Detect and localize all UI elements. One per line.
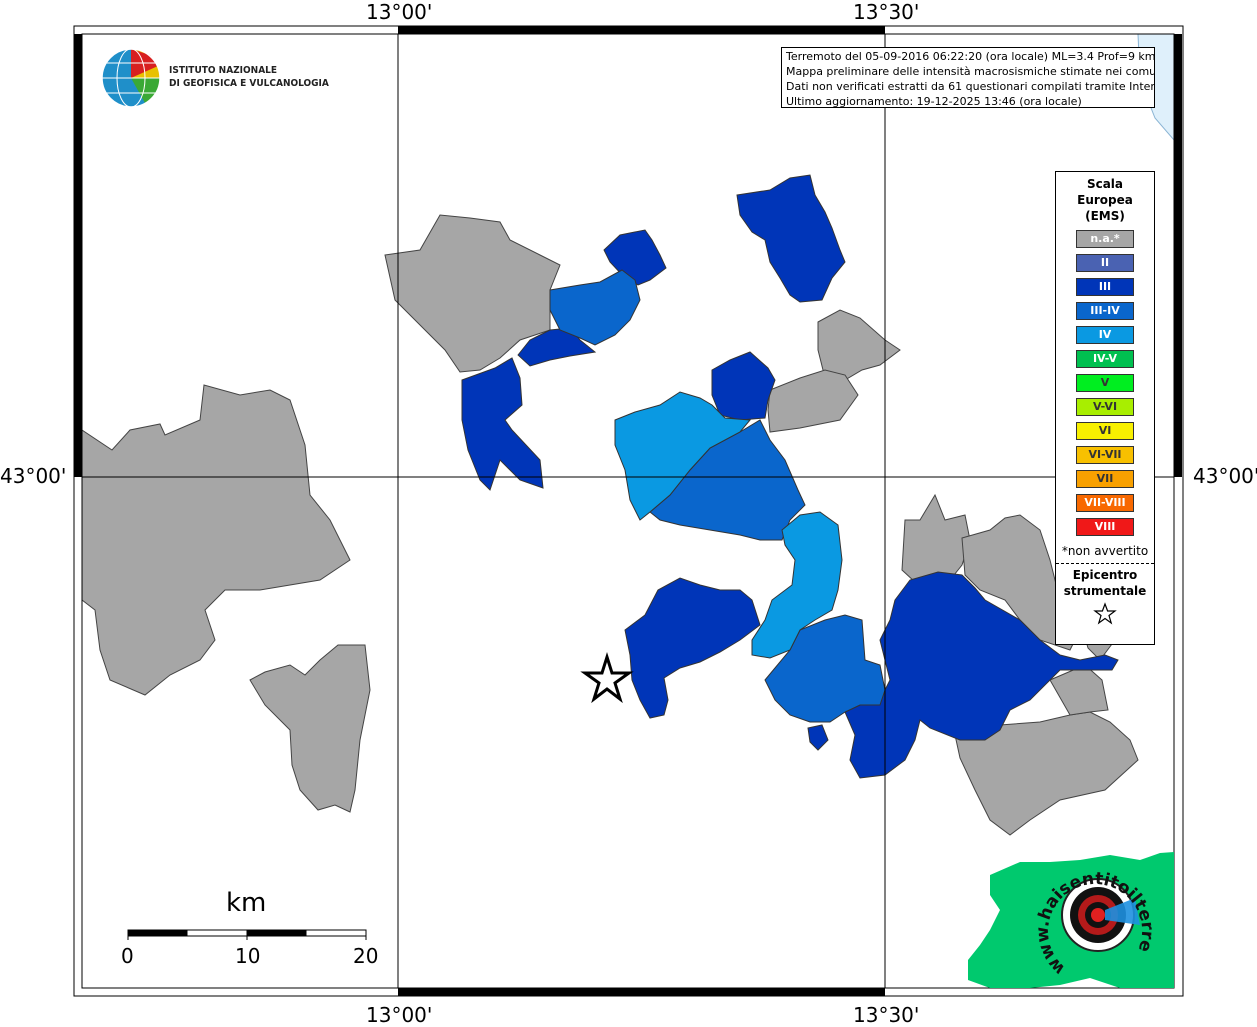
intensity-iv-areas <box>614 391 843 659</box>
legend-item-5: IV-V <box>1076 350 1134 368</box>
legend-item-2: III <box>1076 278 1134 296</box>
legend-star-icon <box>1093 602 1117 625</box>
legend-title-line-1: Scala <box>1086 177 1124 191</box>
legend-item-9: VI-VII <box>1076 446 1134 464</box>
legend-epicenter-line-1: Epicentro <box>1072 568 1138 582</box>
ingv-logo-text: ISTITUTO NAZIONALE DI GEOFISICA E VULCAN… <box>169 64 329 90</box>
event-info-box: Terremoto del 05-09-2016 06:22:20 (ora l… <box>781 47 1155 108</box>
legend-title: Scala Europea (EMS) <box>1056 176 1154 224</box>
not-felt-areas <box>82 214 1139 836</box>
logo-line-2: DI GEOFISICA E VULCANOLOGIA <box>169 78 329 89</box>
bottom-longitude-label-1: 13°00' <box>366 1003 433 1027</box>
legend-item-6: V <box>1076 374 1134 392</box>
legend-item-12: VIII <box>1076 518 1134 536</box>
legend-item-8: VI <box>1076 422 1134 440</box>
legend-note: *non avvertito <box>1061 544 1149 558</box>
legend-items: n.a.* II III III-IV IV IV-V V V-VI VI VI-VII VII VI… <box>1056 230 1154 536</box>
legend-epicenter-label: Epicentro strumentale <box>1056 567 1154 599</box>
legend-item-11: VII-VIII <box>1076 494 1134 512</box>
info-line-3: Dati non verificati estratti da 61 quest… <box>786 80 1155 93</box>
left-latitude-label: 43°00' <box>0 464 67 488</box>
info-line-2: Mappa preliminare delle intensità macros… <box>786 65 1155 78</box>
legend-item-4: IV <box>1076 326 1134 344</box>
legend-epicenter-line-2: strumentale <box>1063 584 1147 598</box>
legend-item-0: n.a.* <box>1076 230 1134 248</box>
ems-legend: Scala Europea (EMS) n.a.* II III III-IV IV IV… <box>1055 171 1155 645</box>
scale-unit-label: km <box>226 888 267 918</box>
scale-tick-10: 10 <box>235 944 261 968</box>
bottom-longitude-label-2: 13°30' <box>853 1003 920 1027</box>
intensity-iii-areas <box>461 174 1119 779</box>
map-frame <box>73 25 1184 997</box>
epicenter-star-icon <box>580 651 634 704</box>
legend-divider <box>1056 563 1154 564</box>
legend-item-3: III-IV <box>1076 302 1134 320</box>
right-latitude-label: 43°00' <box>1193 464 1257 488</box>
legend-title-line-3: (EMS) <box>1085 209 1125 223</box>
legend-title-line-2: Europea <box>1077 193 1133 207</box>
ingv-globe-icon <box>101 48 161 108</box>
legend-item-7: V-VI <box>1076 398 1134 416</box>
scale-bar <box>127 929 367 940</box>
info-line-4: Ultimo aggiornamento: 19-12-2025 13:46 (… <box>786 95 1082 108</box>
info-line-1: Terremoto del 05-09-2016 06:22:20 (ora l… <box>786 50 1155 63</box>
top-longitude-label-1: 13°00' <box>366 0 433 24</box>
legend-item-10: VII <box>1076 470 1134 488</box>
intensity-iii-iv-areas <box>549 269 886 723</box>
scale-tick-0: 0 <box>121 944 134 968</box>
legend-item-1: II <box>1076 254 1134 272</box>
scale-tick-20: 20 <box>353 944 379 968</box>
top-longitude-label-2: 13°30' <box>853 0 920 24</box>
graticule <box>82 34 1174 988</box>
logo-line-1: ISTITUTO NAZIONALE <box>169 65 278 76</box>
haisentito-watermark-icon <box>968 852 1174 988</box>
